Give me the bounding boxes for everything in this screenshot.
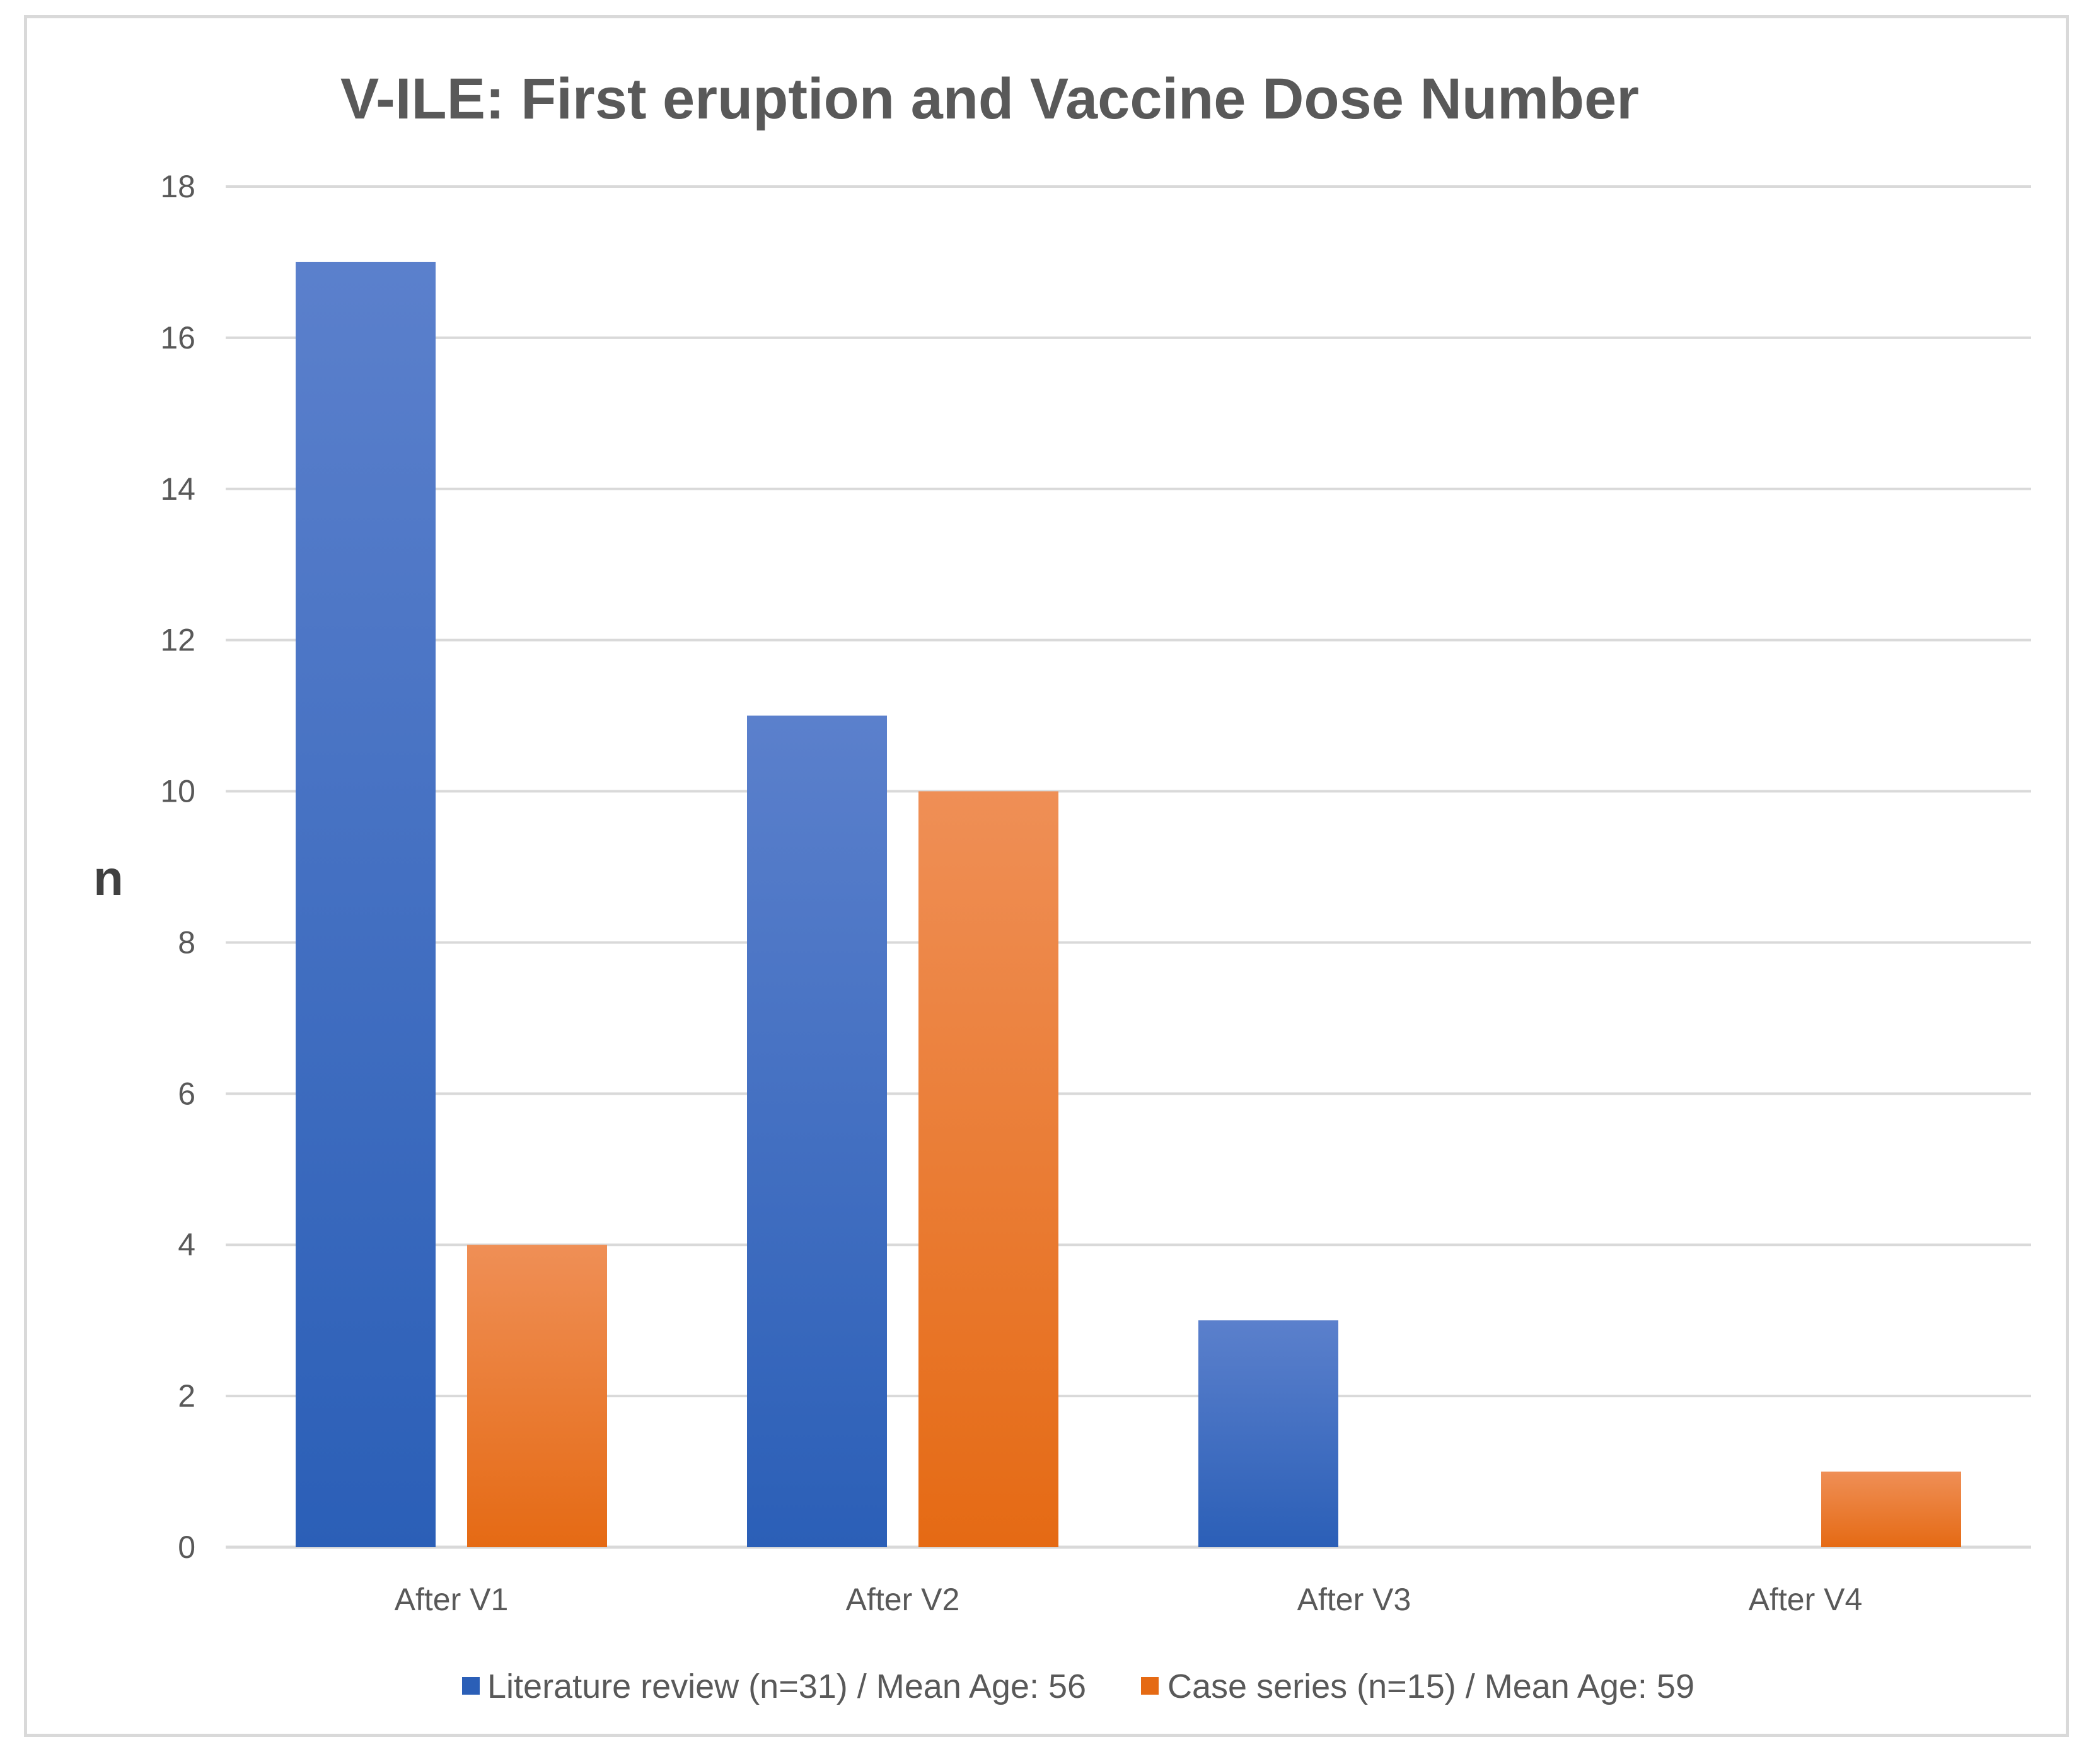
bar-cap-series1-after-v3: [1198, 1320, 1338, 1323]
bar-series2-after-v2: [918, 791, 1058, 1547]
y-tick-label-6: 6: [178, 1076, 195, 1111]
x-tick-label-after-v2: After V2: [846, 1582, 960, 1617]
bar-series1-after-v2: [747, 715, 887, 1547]
y-tick-label-12: 12: [160, 623, 195, 658]
bar-cap-series1-after-v2: [747, 715, 887, 718]
bar-cap-series2-after-v2: [918, 791, 1058, 794]
x-tick-label-after-v3: After V3: [1297, 1582, 1411, 1617]
bars: [296, 262, 1961, 1547]
y-tick-label-4: 4: [178, 1227, 195, 1262]
y-tick-label-8: 8: [178, 925, 195, 960]
y-tick-label-16: 16: [160, 320, 195, 355]
chart-title: V-ILE: First eruption and Vaccine Dose N…: [340, 67, 1639, 131]
y-tick-label-0: 0: [178, 1530, 195, 1565]
bar-cap-series2-after-v4: [1821, 1472, 1961, 1475]
y-tick-label-14: 14: [160, 471, 195, 507]
axis-ticks: 0 2 4 6 8 10 12 14 16 18 After V1 After V2 After V3 A…: [160, 169, 1862, 1617]
x-tick-label-after-v4: After V4: [1749, 1582, 1863, 1617]
legend: Literature review (n=31) / Mean Age: 56 C…: [462, 1668, 1694, 1705]
bar-cap-series1-after-v1: [296, 262, 436, 265]
y-tick-label-18: 18: [160, 169, 195, 204]
legend-label-series1: Literature review (n=31) / Mean Age: 56: [487, 1668, 1086, 1705]
y-axis-label: n: [93, 850, 124, 906]
bar-series2-after-v1: [467, 1245, 607, 1547]
legend-swatch-series2: [1141, 1677, 1159, 1695]
y-tick-label-2: 2: [178, 1378, 195, 1414]
bar-cap-series2-after-v1: [467, 1245, 607, 1248]
y-tick-label-10: 10: [160, 774, 195, 809]
x-tick-label-after-v1: After V1: [395, 1582, 509, 1617]
bar-series1-after-v1: [296, 262, 436, 1547]
legend-label-series2: Case series (n=15) / Mean Age: 59: [1167, 1668, 1694, 1705]
bar-series1-after-v3: [1198, 1320, 1338, 1547]
legend-swatch-series1: [462, 1677, 480, 1695]
bar-series2-after-v4: [1821, 1472, 1961, 1547]
